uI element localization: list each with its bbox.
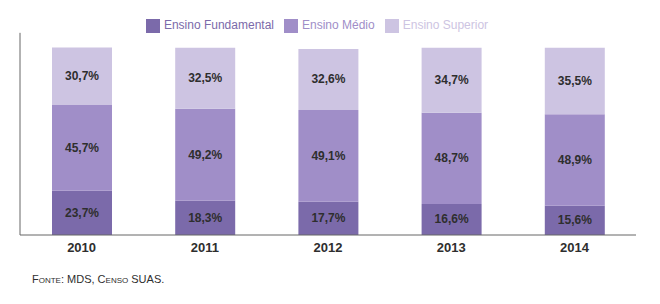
svg-text:30,7%: 30,7%	[65, 69, 99, 83]
svg-text:18,3%: 18,3%	[188, 211, 222, 225]
svg-text:15,6%: 15,6%	[558, 213, 592, 227]
svg-text:16,6%: 16,6%	[435, 212, 469, 226]
svg-text:48,9%: 48,9%	[558, 153, 592, 167]
svg-text:35,5%: 35,5%	[558, 74, 592, 88]
svg-text:32,5%: 32,5%	[188, 71, 222, 85]
svg-text:49,1%: 49,1%	[311, 149, 345, 163]
svg-text:2014: 2014	[560, 240, 590, 255]
html-text:Ensino Superior: Ensino Superior	[402, 18, 489, 32]
html-text:Ensino Médio: Ensino Médio	[302, 18, 375, 32]
html-text:Ensino Fundamental: Ensino Fundamental	[163, 18, 274, 32]
html-text:Fonte: MDS, Censo SUAS.: Fonte: MDS, Censo SUAS.	[32, 273, 165, 285]
svg-text:2010: 2010	[67, 240, 96, 255]
svg-text:2011: 2011	[191, 240, 219, 255]
svg-text:45,7%: 45,7%	[65, 141, 99, 155]
svg-text:17,7%: 17,7%	[311, 211, 345, 225]
svg-text:2012: 2012	[314, 240, 343, 255]
svg-text:34,7%: 34,7%	[435, 73, 469, 87]
svg-text:48,7%: 48,7%	[435, 151, 469, 165]
svg-text:23,7%: 23,7%	[65, 206, 99, 220]
svg-text:49,2%: 49,2%	[188, 148, 222, 162]
svg-text:32,6%: 32,6%	[311, 72, 345, 86]
svg-text:2013: 2013	[437, 240, 466, 255]
